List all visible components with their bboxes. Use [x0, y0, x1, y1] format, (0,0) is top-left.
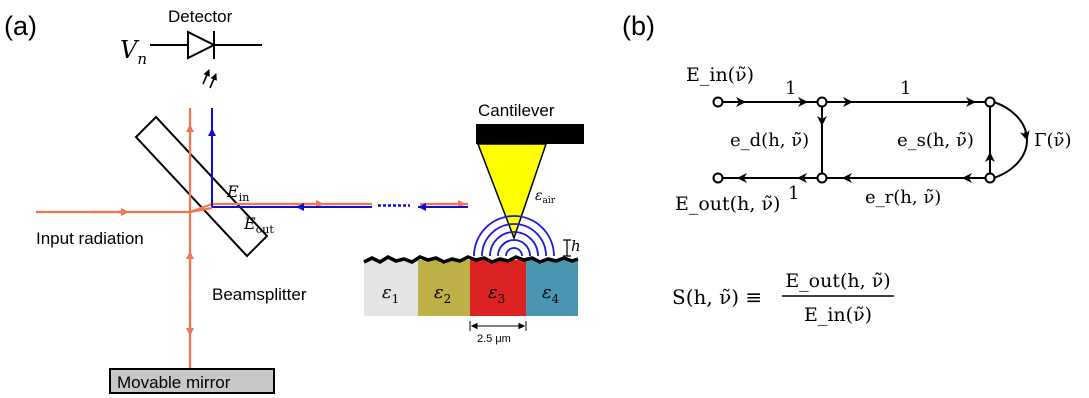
eps1-label: ε1 — [382, 282, 399, 306]
edge-label-e-s: e_s(h, ν̃) — [897, 130, 974, 151]
node-c — [984, 172, 996, 184]
afm-tip — [476, 143, 548, 241]
height-marker — [563, 239, 571, 257]
edge-label-gamma: Γ(ν̃) — [1034, 130, 1071, 151]
rough-surface-line — [363, 254, 579, 265]
scale-bar — [469, 321, 527, 331]
sample-block-eps4 — [526, 260, 578, 316]
e-in-label: Ein — [226, 182, 249, 204]
orange-beams — [36, 108, 468, 368]
edge-label-top-right: 1 — [900, 78, 911, 99]
signal-flow-graph — [712, 96, 1030, 184]
panel-a-label: (a) — [4, 11, 37, 41]
transfer-equation: S(h, ν̃) ≡ E_out(h, ν̃) E_in(ν̃) — [672, 270, 894, 326]
edge-label-top-left: 1 — [785, 78, 796, 99]
eps4-label: ε4 — [542, 282, 560, 306]
eps2-label: ε2 — [434, 282, 451, 306]
e-out-label: Eout — [243, 214, 274, 236]
h-label: h — [571, 237, 581, 255]
sample-blocks — [364, 260, 578, 316]
detector-label: Detector — [168, 7, 233, 26]
beamsplitter-plate — [134, 115, 269, 258]
near-field-arcs — [473, 215, 555, 257]
equation-lhs: S(h, ν̃) ≡ — [672, 285, 762, 309]
equation-numerator: E_out(h, ν̃) — [785, 270, 890, 292]
edge-label-bottom-left: 1 — [788, 183, 799, 204]
scale-bar-label: 2.5 μm — [477, 333, 511, 345]
input-radiation-label: Input radiation — [36, 229, 144, 248]
vn-label: Vn — [120, 36, 147, 68]
eps3-label: ε3 — [488, 282, 505, 306]
sample-block-eps1 — [364, 260, 418, 316]
edge-label-e-r: e_r(h, ν̃) — [865, 187, 941, 208]
eps-air-label: εair — [535, 188, 556, 206]
sample-block-eps2 — [418, 260, 470, 316]
cantilever-label: Cantilever — [478, 101, 555, 120]
node-b — [984, 96, 996, 108]
graph-e-out-label: E_out(h, ν̃) — [675, 193, 780, 215]
equation-denominator: E_in(ν̃) — [804, 304, 872, 326]
blue-beams — [208, 108, 468, 211]
node-d — [816, 172, 828, 184]
panel-b-label: (b) — [622, 11, 655, 41]
sample-block-eps3 — [470, 260, 526, 316]
detector-diode-icon — [150, 30, 262, 60]
node-output — [712, 172, 724, 184]
node-a — [816, 96, 828, 108]
graph-e-in-label: E_in(ν̃) — [686, 64, 754, 86]
node-input — [712, 96, 724, 108]
movable-mirror-label: Movable mirror — [117, 373, 231, 392]
cantilever-beam — [476, 124, 584, 144]
light-incident-arrows-icon — [202, 69, 217, 89]
beamsplitter-label: Beamsplitter — [212, 285, 307, 304]
movable-mirror — [109, 368, 275, 394]
edge-label-e-d: e_d(h, ν̃) — [730, 130, 809, 151]
